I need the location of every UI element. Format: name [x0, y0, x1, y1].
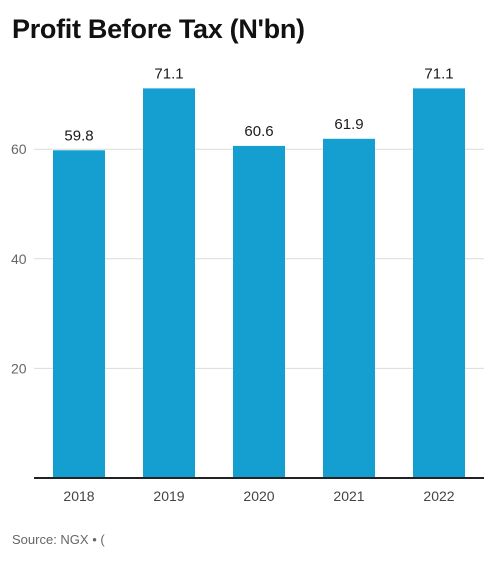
- chart-title: Profit Before Tax (N'bn): [12, 14, 305, 44]
- y-tick-label: 60: [11, 141, 27, 157]
- data-label: 71.1: [154, 65, 183, 82]
- bar: [413, 88, 465, 478]
- x-tick-label: 2018: [63, 488, 94, 504]
- y-tick-label: 20: [11, 360, 27, 376]
- bar: [323, 138, 375, 478]
- bar: [53, 150, 105, 478]
- data-label: 61.9: [334, 116, 363, 133]
- data-label: 59.8: [64, 127, 93, 144]
- x-tick-label: 2019: [153, 488, 184, 504]
- x-tick-label: 2021: [333, 488, 364, 504]
- data-label: 60.6: [244, 123, 273, 140]
- bar: [143, 88, 195, 478]
- y-axis-ticks: 20 40 60: [11, 141, 27, 376]
- y-tick-label: 40: [11, 251, 27, 267]
- bar: [233, 145, 285, 479]
- bars: [53, 88, 465, 479]
- source-note: Source: NGX • (: [12, 532, 105, 547]
- x-axis-ticks: 2018 2019 2020 2021 2022: [63, 488, 454, 504]
- data-labels: 59.8 71.1 60.6 61.9 71.1: [64, 65, 453, 144]
- x-tick-label: 2022: [423, 488, 454, 504]
- data-label: 71.1: [424, 65, 453, 82]
- x-tick-label: 2020: [243, 488, 274, 504]
